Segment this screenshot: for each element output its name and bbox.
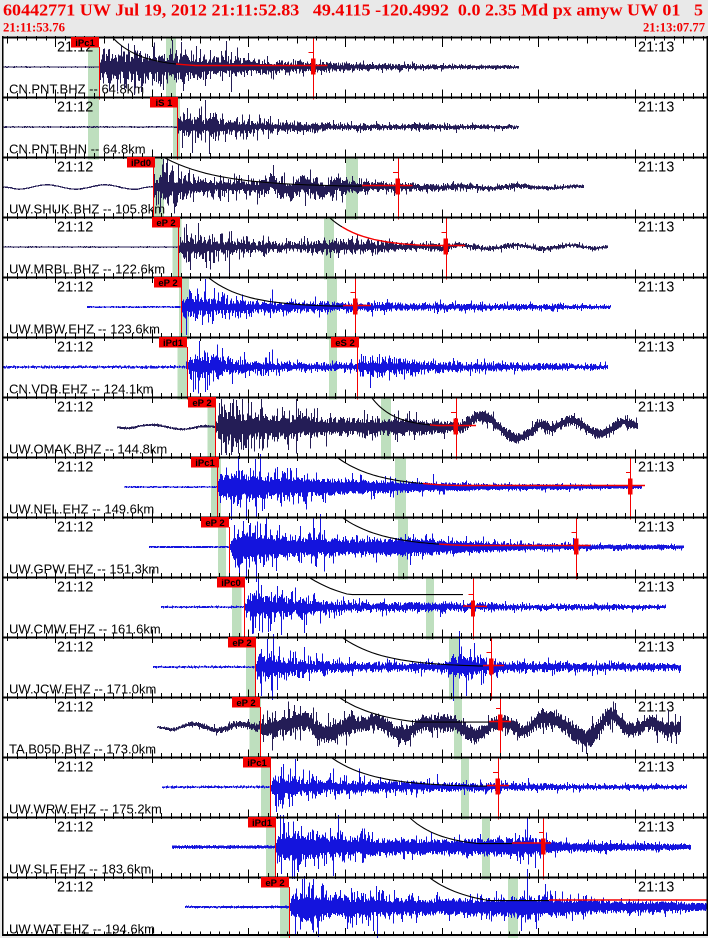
svg-text:UW.WRW.EHZ -- 175.2km: UW.WRW.EHZ -- 175.2km xyxy=(9,802,162,817)
svg-text:21:13: 21:13 xyxy=(638,280,674,296)
svg-text:iPc1: iPc1 xyxy=(195,458,215,469)
svg-text:21:12: 21:12 xyxy=(57,880,93,896)
svg-text:iS 1: iS 1 xyxy=(156,98,174,109)
svg-text:eP 2: eP 2 xyxy=(236,698,255,709)
svg-text:21:12: 21:12 xyxy=(57,820,93,836)
svg-text:eP 2: eP 2 xyxy=(232,638,251,649)
svg-text:21:13: 21:13 xyxy=(638,700,674,716)
svg-text:21:11:53.76: 21:11:53.76 xyxy=(3,21,65,35)
svg-text:21:13:07.77: 21:13:07.77 xyxy=(643,21,705,35)
svg-text:UW.NEL.EHZ -- 149.6km: UW.NEL.EHZ -- 149.6km xyxy=(9,502,154,517)
svg-text:21:12: 21:12 xyxy=(57,220,93,236)
svg-text:21:13: 21:13 xyxy=(638,640,674,656)
svg-text:21:13: 21:13 xyxy=(638,520,674,536)
svg-text:21:13: 21:13 xyxy=(638,400,674,416)
svg-text:21:12: 21:12 xyxy=(57,520,93,536)
svg-text:21:13: 21:13 xyxy=(638,100,674,116)
svg-text:UW.CMW.EHZ -- 161.6km: UW.CMW.EHZ -- 161.6km xyxy=(9,622,161,637)
svg-text:UW.GPW.EHZ -- 151.3km: UW.GPW.EHZ -- 151.3km xyxy=(9,562,159,577)
svg-text:iPc1: iPc1 xyxy=(75,38,95,49)
svg-text:eP 2: eP 2 xyxy=(158,278,177,289)
svg-text:21:13: 21:13 xyxy=(638,760,674,776)
svg-text:60442771 UW Jul 19, 2012 21:11: 60442771 UW Jul 19, 2012 21:11:52.83 49.… xyxy=(3,1,703,20)
svg-text:CN.VDB.EHZ -- 124.1km: CN.VDB.EHZ -- 124.1km xyxy=(9,382,153,397)
svg-text:CN.PNT.BHZ -- 64.8km: CN.PNT.BHZ -- 64.8km xyxy=(9,82,144,97)
svg-text:21:12: 21:12 xyxy=(57,460,93,476)
svg-text:21:13: 21:13 xyxy=(638,340,674,356)
svg-text:21:13: 21:13 xyxy=(638,160,674,176)
svg-text:iPd1: iPd1 xyxy=(252,818,273,829)
svg-text:UW.JCW.EHZ -- 171.0km: UW.JCW.EHZ -- 171.0km xyxy=(9,682,156,697)
svg-text:eS 2: eS 2 xyxy=(335,338,355,349)
svg-text:21:12: 21:12 xyxy=(57,340,93,356)
svg-text:21:12: 21:12 xyxy=(57,100,93,116)
svg-text:21:12: 21:12 xyxy=(57,640,93,656)
svg-text:21:12: 21:12 xyxy=(57,280,93,296)
svg-text:iPd0: iPd0 xyxy=(131,158,151,169)
svg-text:eP 2: eP 2 xyxy=(192,398,211,409)
svg-text:eP 2: eP 2 xyxy=(205,518,224,529)
svg-text:UW.SLF.EHZ -- 183.6km: UW.SLF.EHZ -- 183.6km xyxy=(9,862,151,877)
svg-text:TA.B05D.BHZ -- 173.0km: TA.B05D.BHZ -- 173.0km xyxy=(9,742,156,757)
svg-text:iPc1: iPc1 xyxy=(247,758,267,769)
svg-text:21:13: 21:13 xyxy=(638,460,674,476)
svg-text:21:13: 21:13 xyxy=(638,880,674,896)
svg-text:UW.MRBL.BHZ -- 122.6km: UW.MRBL.BHZ -- 122.6km xyxy=(9,262,165,277)
svg-text:21:12: 21:12 xyxy=(57,400,93,416)
svg-text:21:13: 21:13 xyxy=(638,40,674,56)
svg-text:21:13: 21:13 xyxy=(638,580,674,596)
svg-text:21:12: 21:12 xyxy=(57,700,93,716)
svg-text:eP 2: eP 2 xyxy=(156,218,175,229)
svg-text:21:13: 21:13 xyxy=(638,220,674,236)
svg-text:21:13: 21:13 xyxy=(638,820,674,836)
svg-text:iPc0: iPc0 xyxy=(221,578,241,589)
svg-text:21:12: 21:12 xyxy=(57,580,93,596)
svg-text:UW.WAT.EHZ -- 194.6km: UW.WAT.EHZ -- 194.6km xyxy=(9,922,155,937)
svg-text:iPd1: iPd1 xyxy=(163,338,184,349)
svg-text:21:12: 21:12 xyxy=(57,760,93,776)
svg-text:21:12: 21:12 xyxy=(57,160,93,176)
svg-text:CN.PNT.BHN -- 64.8km: CN.PNT.BHN -- 64.8km xyxy=(9,142,146,157)
svg-text:UW.MBW.EHZ -- 123.6km: UW.MBW.EHZ -- 123.6km xyxy=(9,322,160,337)
svg-text:UW.OMAK.BHZ -- 144.8km: UW.OMAK.BHZ -- 144.8km xyxy=(9,442,167,457)
svg-text:UW.SHUK.BHZ -- 105.8km: UW.SHUK.BHZ -- 105.8km xyxy=(9,202,165,217)
svg-text:eP 2: eP 2 xyxy=(265,878,284,889)
